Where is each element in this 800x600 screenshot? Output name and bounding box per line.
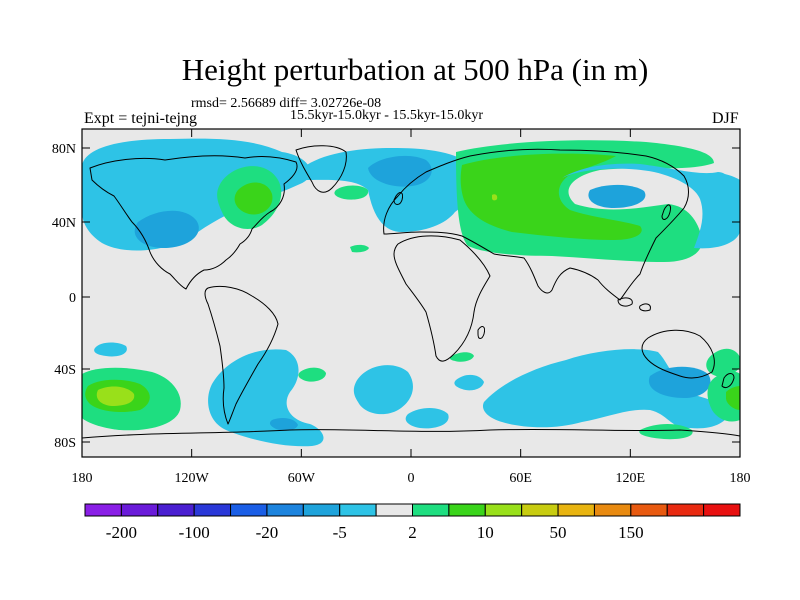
map-plot — [82, 129, 740, 457]
contour-negative — [562, 163, 740, 249]
colorbar-swatch — [412, 503, 450, 517]
colorbar-swatch — [84, 503, 122, 517]
lon-tick-label: 0 — [408, 471, 415, 486]
lat-tick-label: 40S — [54, 363, 76, 378]
colorbar-label: -5 — [333, 523, 347, 542]
colorbar-swatch — [630, 503, 668, 517]
lat-tick-label: 80S — [54, 436, 76, 451]
contour-positive — [96, 386, 135, 406]
season-label: DJF — [712, 110, 739, 127]
colorbar-swatch — [302, 503, 341, 517]
colorbar-swatch — [703, 503, 741, 517]
contour-positive — [449, 352, 474, 362]
longitude-axis: 180 120W 60W 0 60E 120E 180 — [72, 129, 751, 486]
lon-tick-label: 180 — [72, 471, 93, 486]
colorbar-label: 50 — [550, 523, 567, 542]
colorbar-swatch — [193, 503, 232, 517]
contour-positive — [639, 424, 693, 440]
contour-positive — [298, 367, 326, 382]
lon-tick-label: 60E — [509, 471, 532, 486]
coastline-madagascar — [477, 326, 485, 339]
colorbar-swatch — [448, 503, 486, 517]
map-title: Height perturbation at 500 hPa (in m) — [181, 52, 649, 87]
contour-positive — [234, 182, 273, 215]
colorbar-label: 2 — [408, 523, 417, 542]
period-label: 15.5kyr-15.0kyr - 15.5kyr-15.0kyr — [290, 108, 484, 123]
colorbar-label: -200 — [106, 523, 137, 542]
coastline-antarctica — [82, 428, 740, 439]
contour-fills — [82, 138, 740, 447]
experiment-label: Expt = tejni-tejng — [84, 110, 197, 127]
coastline-greenland — [295, 145, 347, 193]
coastline-british-isles — [393, 192, 403, 205]
colorbar-swatch — [666, 503, 705, 517]
contour-negative — [405, 408, 449, 429]
colorbar-label: -100 — [179, 523, 210, 542]
latitude-axis: 80N 40N 0 40S 80S — [52, 142, 740, 451]
coastline-africa — [393, 235, 491, 362]
colorbar-swatch — [266, 503, 304, 517]
contour-negative — [134, 210, 199, 248]
coastline-japan — [661, 204, 671, 220]
colorbar-swatch — [339, 503, 377, 517]
contour-negative — [588, 184, 646, 208]
contour-positive — [492, 194, 498, 201]
lon-tick-label: 120W — [175, 471, 210, 486]
contour-negative — [94, 342, 127, 357]
lon-tick-label: 120E — [616, 471, 646, 486]
rmsd-diff-label: rmsd= 2.56689 diff= 3.02726e-08 — [191, 96, 382, 111]
coastline-south-america — [204, 285, 279, 425]
colorbar-label: 150 — [618, 523, 644, 542]
colorbar-swatch — [521, 503, 559, 517]
coastlines — [82, 145, 740, 439]
colorbar-swatch — [484, 503, 523, 517]
colorbar-swatch — [557, 503, 595, 517]
coastline-eurasia — [383, 148, 689, 301]
contour-negative — [695, 173, 740, 202]
lon-tick-label: 60W — [288, 471, 316, 486]
lat-tick-label: 40N — [52, 216, 76, 231]
contour-positive — [460, 153, 642, 240]
lat-tick-label: 80N — [52, 142, 76, 157]
colorbar: -200 -100 -20 -5 2 10 50 150 — [84, 503, 741, 542]
contour-negative — [454, 374, 484, 391]
colorbar-label: 10 — [477, 523, 494, 542]
contour-positive — [350, 244, 369, 253]
contour-positive — [334, 185, 369, 200]
colorbar-swatch — [120, 503, 159, 517]
colorbar-swatch — [157, 503, 195, 517]
lat-tick-label: 0 — [69, 291, 76, 306]
colorbar-swatch — [593, 503, 632, 517]
colorbar-swatch — [375, 503, 414, 517]
contour-negative — [353, 365, 413, 415]
contour-negative — [648, 366, 711, 398]
coastline-north-america — [89, 155, 298, 290]
coastline-new-zealand — [721, 373, 735, 389]
contour-negative — [269, 417, 298, 431]
coastline-australia — [641, 329, 715, 379]
colorbar-swatch — [230, 503, 268, 517]
contour-positive — [726, 386, 740, 410]
colorbar-label: -20 — [256, 523, 279, 542]
contour-positive — [706, 348, 740, 377]
coastline-maritime-islands — [617, 297, 651, 312]
lon-tick-label: 180 — [730, 471, 751, 486]
